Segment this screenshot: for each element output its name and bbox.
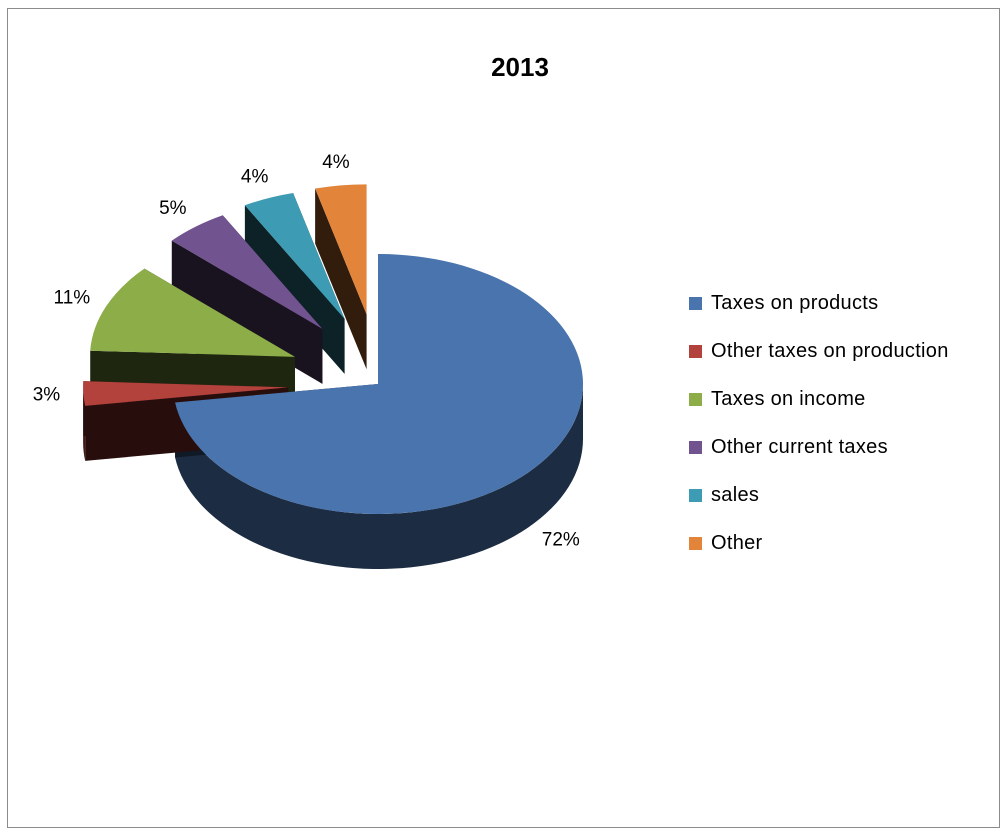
pie-tops	[83, 184, 584, 515]
legend-label: Other	[711, 531, 763, 554]
legend-swatch	[689, 296, 702, 310]
legend-label: Taxes on products	[711, 291, 879, 314]
pie-chart: 72% 3% 11% 5% 4% 4%	[33, 152, 584, 569]
pie-data-labels: 72% 3% 11% 5% 4% 4%	[33, 152, 580, 550]
chart-title: 2013	[491, 52, 549, 82]
legend-swatch	[689, 440, 702, 454]
pie-data-label: 72%	[542, 529, 580, 550]
legend-label: Taxes on income	[711, 387, 866, 410]
pie-slice-taxes-on-products	[175, 254, 584, 515]
legend-swatch	[689, 536, 702, 550]
legend-item-other: Other	[689, 519, 949, 567]
pie-data-label: 4%	[322, 152, 350, 173]
pie-data-label: 4%	[241, 166, 269, 187]
legend-label: Other current taxes	[711, 435, 888, 458]
pie-data-label: 3%	[33, 385, 61, 406]
pie-slice-cut-face	[315, 188, 367, 370]
chart-area: 2013 72% 3% 11% 5% 4% 4% Taxes on products Ot…	[7, 8, 1000, 828]
pie-slice-other	[315, 184, 367, 315]
pie-slice-wall	[175, 384, 583, 569]
pie-slice-other-current-taxes	[171, 215, 323, 329]
pie-data-label: 11%	[54, 288, 91, 309]
legend-swatch	[689, 488, 702, 502]
legend-item-taxes-on-products: Taxes on products	[689, 279, 949, 327]
pie-slice-cut-face	[171, 240, 323, 384]
legend: Taxes on products Other taxes on product…	[689, 279, 949, 567]
legend-item-sales: sales	[689, 471, 949, 519]
legend-item-other-current-taxes: Other current taxes	[689, 423, 949, 471]
legend-swatch	[689, 392, 702, 406]
pie-data-label: 5%	[159, 198, 187, 219]
legend-swatch	[689, 344, 702, 358]
pie-slice-sales	[244, 192, 345, 319]
legend-label: Other taxes on production	[711, 339, 949, 362]
legend-item-other-taxes-on-production: Other taxes on production	[689, 327, 949, 375]
legend-label: sales	[711, 483, 760, 506]
pie-slice-other-taxes-on-production	[83, 381, 289, 406]
legend-item-taxes-on-income: Taxes on income	[689, 375, 949, 423]
pie-slice-taxes-on-income	[90, 268, 295, 357]
